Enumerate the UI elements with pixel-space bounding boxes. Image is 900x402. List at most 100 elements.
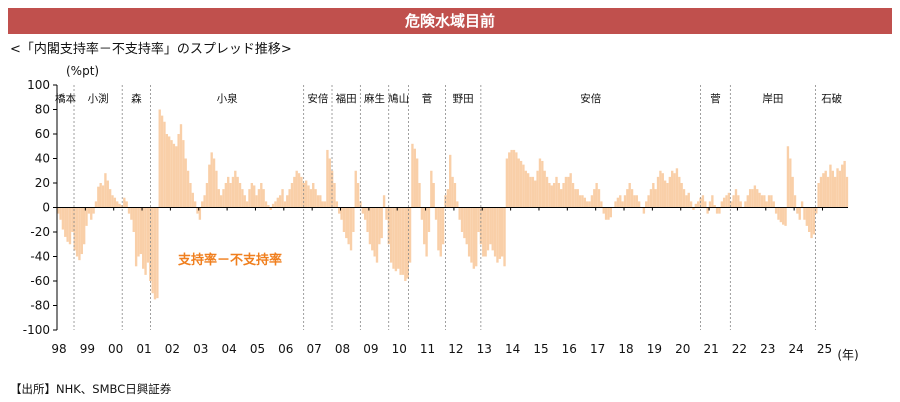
chart-subtitle: <「内閣支持率－不支持率」のスプレッド推移> [10,42,292,57]
bar [408,207,412,263]
bar [472,207,476,269]
x-tick-label: 25 [817,342,832,356]
bar [500,207,504,257]
bar [316,195,320,208]
bar [722,197,726,208]
x-tick-label: 99 [80,342,95,356]
bar [453,183,457,208]
bar [765,201,768,208]
bar [649,189,653,208]
bar [349,207,353,251]
bar [142,207,145,269]
bar [113,197,117,208]
bar [186,170,190,208]
bar [184,158,187,208]
bar [808,207,811,232]
bar [139,207,143,255]
bar [548,183,551,208]
x-tick-label: 03 [193,342,208,356]
bar [260,183,263,208]
bar [800,201,804,208]
bar [503,207,506,267]
y-tick-label: 0 [42,201,50,215]
bar [515,152,518,208]
bar [404,207,407,281]
bar [675,168,679,208]
bar [101,185,105,208]
bar [678,176,681,208]
x-tick-label: 12 [448,342,463,356]
bar [57,207,60,214]
bar [418,183,421,208]
bar [80,207,83,255]
bar [782,207,785,225]
bar [373,207,376,257]
bar [75,207,79,257]
bar [68,207,72,245]
bar [241,189,244,208]
bar [78,207,81,261]
bar [123,197,126,208]
bar [512,149,516,208]
bar [201,201,204,208]
bar [826,176,830,208]
bar [290,183,294,208]
bar [73,207,76,251]
bar [829,164,832,208]
bar [460,207,464,232]
bar [229,183,232,208]
bar [817,183,820,208]
bar [196,207,199,214]
bar [335,201,339,208]
bar [415,158,419,208]
bar [571,183,575,208]
bar [340,207,343,220]
bar [831,170,834,208]
bar [815,207,818,214]
x-tick-label: 15 [533,342,548,356]
bar [314,189,317,208]
bar [637,201,641,208]
x-tick-label: 05 [250,342,265,356]
bar [104,173,107,208]
bar [158,109,161,208]
cabinet-label: 安倍 [307,92,328,105]
bar [111,195,114,208]
bar [293,176,296,208]
bar [793,195,797,208]
bar [371,207,374,251]
bar [574,189,577,208]
bar [581,195,584,208]
bar [151,207,154,294]
bar [600,201,603,208]
bar [297,173,301,208]
bar [652,183,655,208]
bar [137,207,140,257]
bar [838,170,842,208]
bar [753,185,757,208]
bar [375,207,379,263]
bar [645,201,648,208]
x-tick-label: 17 [590,342,605,356]
bar [352,207,355,232]
bar [179,124,183,208]
bar [281,189,284,208]
bar [626,189,629,208]
bar [222,189,225,208]
bar [300,176,303,208]
bar [630,189,634,208]
bar [564,176,568,208]
bar [619,195,622,208]
bar [498,207,501,259]
bar [545,176,549,208]
bar [61,207,65,230]
bar [713,205,716,208]
bar [536,170,539,208]
y-tick-label: -100 [23,323,50,337]
cabinet-label: 野田 [453,93,474,105]
bar [841,164,844,208]
x-tick-label: 06 [278,342,293,356]
y-unit-label: (%pt) [66,64,99,78]
bar [92,207,95,214]
bar [234,170,237,208]
